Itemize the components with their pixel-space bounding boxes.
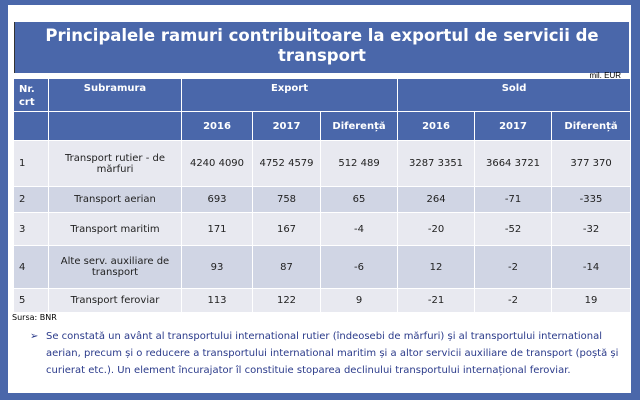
header-export-diff: Diferență [319, 111, 399, 141]
cell-ed: 65 [319, 186, 399, 213]
cell-name: Transport aerian [48, 186, 182, 213]
header-export-2017: 2017 [252, 111, 321, 141]
cell-e16: 93 [181, 245, 253, 289]
header-sold: Sold [397, 78, 632, 112]
slide-title: Principalele ramuri contribuitoare la ex… [14, 22, 629, 73]
cell-e16: 113 [181, 288, 253, 313]
cell-name: Transport maritim [48, 212, 182, 246]
cell-e17: 758 [252, 186, 321, 213]
cell-s16: 3287 3351 [397, 140, 476, 187]
cell-e17: 87 [252, 245, 321, 289]
subheader-row: 2016 2017 Diferență 2016 2017 Diferență [13, 111, 632, 141]
cell-s16: -20 [397, 212, 476, 246]
note-text: Se constată un avânt al transportului in… [46, 331, 619, 376]
header-sold-2017: 2017 [474, 111, 553, 141]
cell-nr: 3 [13, 212, 49, 246]
cell-e16: 4240 4090 [181, 140, 253, 187]
cell-ed: -6 [319, 245, 399, 289]
cell-s17: 3664 3721 [474, 140, 553, 187]
cell-s16: -21 [397, 288, 476, 313]
cell-sd: 19 [551, 288, 632, 313]
cell-sd: 377 370 [551, 140, 632, 187]
header-export: Export [180, 78, 399, 112]
cell-e17: 167 [252, 212, 321, 246]
export-table: Nr. crt Subramura Export Sold 2016 2017 … [13, 78, 632, 313]
cell-e17: 4752 4579 [252, 140, 321, 187]
cell-e16: 171 [181, 212, 253, 246]
header-subramura: Subramura [48, 78, 182, 112]
table-row: 4 Alte serv. auxiliare de transport 93 87-… [13, 245, 632, 289]
cell-e17: 122 [252, 288, 321, 313]
table-row: 1 Transport rutier - de mărfuri 4240 4090… [13, 140, 632, 187]
cell-s17: -2 [474, 245, 553, 289]
empty-cell [13, 111, 49, 141]
header-row: Nr. crt Subramura Export Sold [13, 78, 632, 112]
table-row: 5 Transport feroviar 113 122 9 -21 -2 19 [13, 288, 632, 313]
cell-s17: -71 [474, 186, 553, 213]
unit-label: mil. EUR [589, 71, 621, 80]
source-label: Sursa: BNR [12, 313, 57, 322]
cell-e16: 693 [181, 186, 253, 213]
empty-cell [48, 111, 182, 141]
cell-sd: -14 [551, 245, 632, 289]
table-row: 3 Transport maritim 171 167 -4 -20 -52 -32 [13, 212, 632, 246]
cell-nr: 2 [13, 186, 49, 213]
cell-nr: 5 [13, 288, 49, 313]
header-export-2016: 2016 [181, 111, 253, 141]
cell-s16: 12 [397, 245, 476, 289]
cell-sd: -335 [551, 186, 632, 213]
cell-ed: 512 489 [319, 140, 399, 187]
cell-name: Alte serv. auxiliare de transport [48, 245, 182, 289]
cell-ed: 9 [319, 288, 399, 313]
note-paragraph: ➢ Se constată un avânt al transportului … [30, 328, 628, 379]
slide: Principalele ramuri contribuitoare la ex… [8, 5, 632, 393]
arrow-bullet-icon: ➢ [30, 331, 39, 342]
header-sold-2016: 2016 [397, 111, 476, 141]
cell-sd: -32 [551, 212, 632, 246]
cell-nr: 1 [13, 140, 49, 187]
cell-nr: 4 [13, 245, 49, 289]
cell-name: Transport rutier - de mărfuri [48, 140, 182, 187]
header-nr: Nr. crt [13, 78, 49, 112]
table-row: 2 Transport aerian 693 758 65 264 -71 -335 [13, 186, 632, 213]
cell-s17: -2 [474, 288, 553, 313]
cell-ed: -4 [319, 212, 399, 246]
cell-name: Transport feroviar [48, 288, 182, 313]
header-sold-diff: Diferență [551, 111, 632, 141]
cell-s17: -52 [474, 212, 553, 246]
cell-s16: 264 [397, 186, 476, 213]
